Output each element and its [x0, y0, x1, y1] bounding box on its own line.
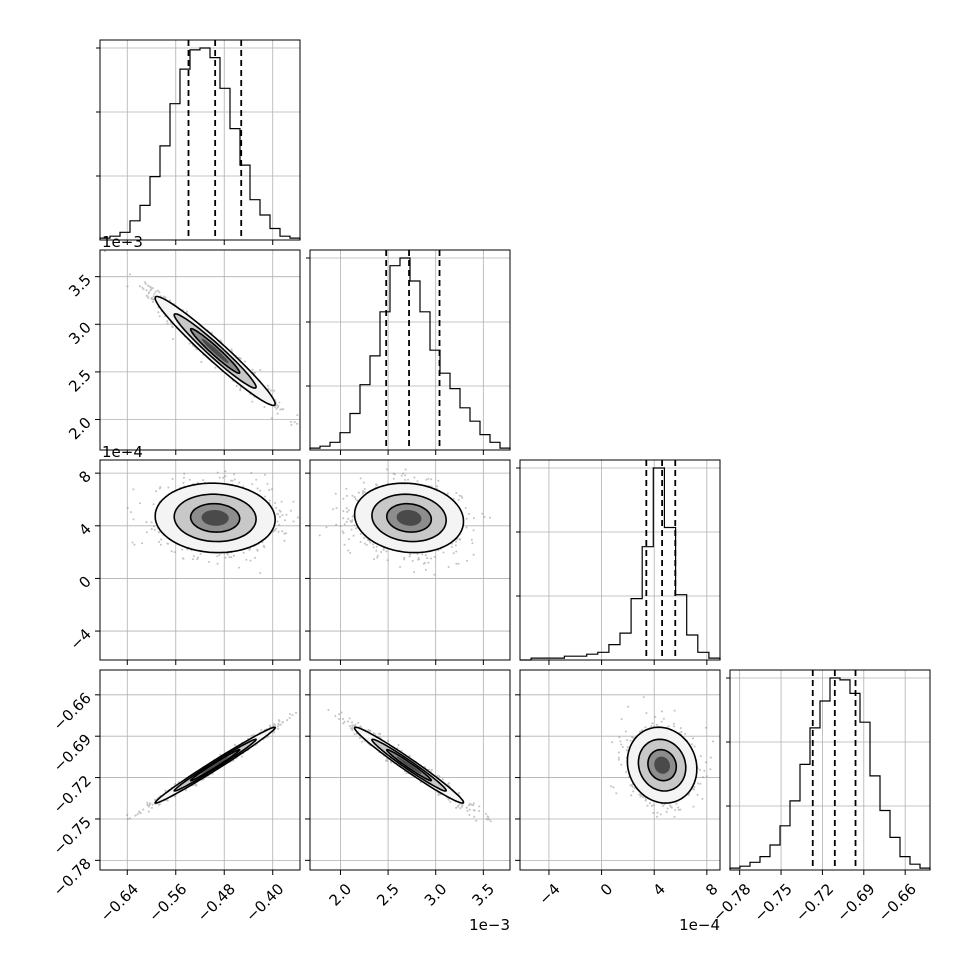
y-tick-label: 2.0: [65, 414, 95, 444]
x-tick-label: −0.64: [97, 880, 142, 925]
contour-level-4: [654, 756, 670, 774]
offset-label-row1: 1e−3: [102, 233, 143, 251]
contour-level-4: [201, 338, 229, 364]
axes-frame: [99, 39, 301, 241]
y-tick-label: −4: [66, 625, 94, 653]
x-tick-label: −0.56: [145, 880, 190, 925]
density-panel-2-1: [318, 468, 491, 576]
contour-level-4: [396, 756, 422, 774]
contour-level-4: [201, 756, 229, 774]
x-tick-label: 8: [702, 880, 721, 899]
axes-frame: [309, 669, 511, 871]
axes-frame: [519, 669, 721, 871]
x-tick-label: −0.66: [875, 880, 920, 925]
y-tick-label: −0.66: [50, 689, 95, 734]
x-tick-label: 2.5: [373, 880, 403, 910]
offset-label-col2: 1e−4: [679, 916, 720, 934]
y-tick-label: 3.5: [65, 271, 95, 301]
density-panel-1-0: [104, 250, 299, 426]
x-tick-label: 4: [649, 880, 668, 899]
x-tick-label: 2.0: [326, 880, 356, 910]
axes-frame: [519, 459, 721, 661]
y-tick-label: 3.0: [65, 318, 95, 348]
axes-frame: [309, 249, 511, 451]
x-tick-label: −0.72: [792, 880, 837, 925]
x-tick-label: 3.0: [421, 880, 451, 910]
density-panel-2-0: [126, 470, 299, 575]
y-tick-label: −0.75: [50, 813, 95, 858]
histogram-3: [520, 467, 721, 661]
x-tick-label: −4: [535, 880, 563, 908]
density-panel-3-0: [126, 711, 298, 820]
axes-frame: [729, 669, 931, 871]
x-tick-label: 0: [597, 880, 616, 899]
x-tick-label: −0.69: [833, 880, 878, 925]
y-tick-label: 2.5: [65, 366, 95, 396]
y-tick-label: −0.78: [50, 854, 95, 899]
y-tick-label: 0: [75, 573, 94, 592]
x-tick-label: 3.5: [468, 880, 498, 910]
histogram-1: [99, 47, 301, 240]
contour-level-4: [396, 510, 422, 526]
axes-frame: [99, 669, 301, 871]
x-tick-label: −0.48: [194, 880, 239, 925]
y-tick-label: 8: [75, 467, 94, 486]
offset-label-col1: 1e−3: [469, 916, 510, 934]
density-panel-3-1: [327, 708, 492, 823]
offset-label-row2: 1e−4: [102, 443, 143, 461]
y-tick-label: −0.72: [50, 772, 95, 817]
axes-frame: [99, 459, 301, 661]
x-tick-label: −0.75: [751, 880, 796, 925]
y-tick-label: −0.69: [50, 730, 95, 775]
density-panel-3-2: [610, 696, 715, 818]
axes-frame: [99, 249, 301, 451]
histogram-4: [729, 677, 931, 870]
x-tick-label: −0.40: [242, 880, 287, 925]
contour-level-4: [201, 510, 229, 526]
histogram-2: [309, 257, 511, 450]
y-tick-label: 4: [75, 520, 94, 539]
axes-frame: [309, 459, 511, 661]
